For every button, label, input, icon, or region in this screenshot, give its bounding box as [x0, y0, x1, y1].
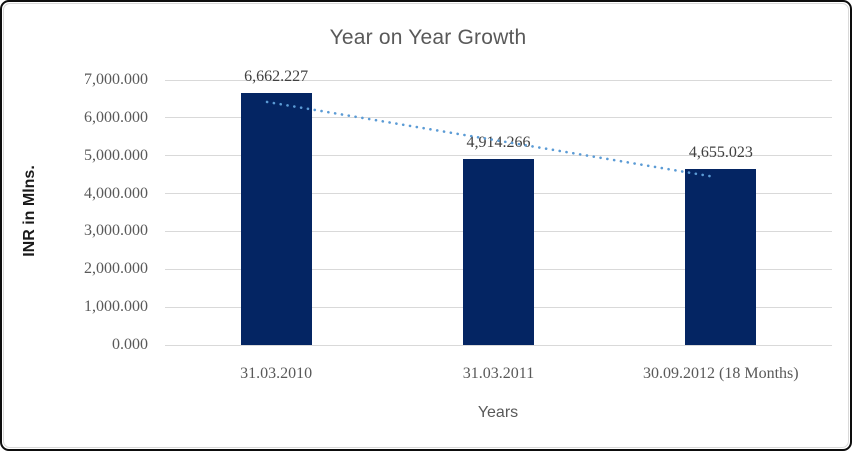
y-tick-label: 3,000.000	[84, 222, 148, 240]
y-tick-label: 5,000.000	[84, 146, 148, 164]
y-tick-label: 4,000.000	[84, 184, 148, 202]
bar-31.03.2010	[240, 92, 312, 345]
x-tick-label: 31.03.2010	[240, 365, 313, 382]
plot-area: 6,662.227 4,914.266 4,655.023	[165, 68, 832, 346]
bar-31.03.2011	[463, 158, 534, 345]
bar-data-label: 4,914.266	[466, 133, 531, 151]
bar-data-label: 6,662.227	[244, 67, 309, 85]
gridline	[165, 117, 832, 119]
x-axis-title: Years	[477, 404, 519, 421]
trendline	[265, 100, 717, 179]
x-tick-label: 30.09.2012 (18 Months)	[643, 365, 799, 382]
bar-data-label: 4,655.023	[688, 143, 753, 161]
y-tick-label: 7,000.000	[84, 71, 148, 88]
x-tick-label: 31.03.2011	[462, 365, 535, 382]
gridline	[165, 155, 832, 157]
y-tick-label: 1,000.000	[84, 298, 148, 316]
y-tick-label: 2,000.000	[84, 260, 148, 278]
gridline	[165, 79, 832, 81]
y-tick-label: 0.000	[112, 336, 148, 353]
gridline	[165, 344, 832, 346]
y-tick-label: 6,000.000	[84, 108, 148, 126]
chart-title: Year on Year Growth	[329, 26, 527, 49]
bar-30.09.2012 (18 Months)	[685, 168, 757, 345]
